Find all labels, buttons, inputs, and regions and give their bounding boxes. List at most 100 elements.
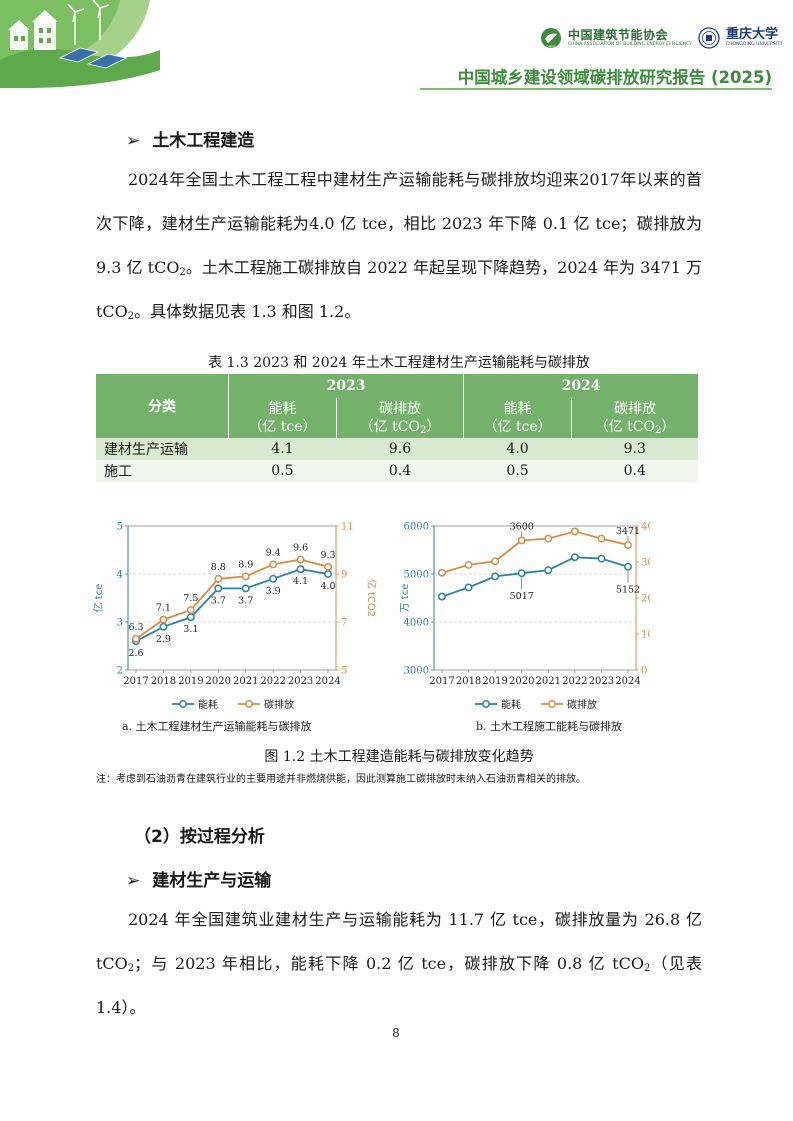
cabee-logo: CABEE bbox=[541, 28, 561, 49]
data-point-carbon bbox=[624, 541, 632, 549]
table-cell: 0.5 bbox=[463, 460, 572, 482]
table-cell-label: 施工 bbox=[96, 460, 229, 482]
tick-label-x: 2022 bbox=[562, 676, 587, 687]
data-label: 3.1 bbox=[183, 624, 198, 635]
data-point-carbon bbox=[296, 555, 305, 564]
tick-label-right: 3000 bbox=[641, 558, 650, 569]
section-heading-text: 建材生产与运输 bbox=[152, 871, 272, 891]
legend-marker bbox=[548, 700, 556, 708]
data-point-energy bbox=[517, 569, 526, 578]
tick-label-x: 2023 bbox=[589, 676, 614, 687]
header-rule bbox=[420, 88, 772, 90]
table-header-category: 分类 bbox=[96, 374, 229, 438]
data-point-energy bbox=[597, 554, 606, 563]
data-label: 2.9 bbox=[156, 634, 171, 645]
data-label: 4.0 bbox=[320, 581, 335, 592]
cqu-name: 重庆大学 CHONGQING UNIVERSITY bbox=[726, 28, 783, 48]
data-label: 9.6 bbox=[293, 543, 308, 554]
axis-label-left: 亿 tce bbox=[92, 584, 105, 613]
data-point-carbon bbox=[186, 606, 195, 614]
tick-label-x: 2017 bbox=[123, 676, 148, 687]
cabee-name-en: CHINA ASSOCIATION OF BUILDING ENERGY EFF… bbox=[568, 41, 692, 47]
table-cell: 0.4 bbox=[336, 460, 464, 482]
table-row: 施工 0.5 0.4 0.5 0.4 bbox=[96, 460, 698, 482]
data-point-energy bbox=[214, 584, 223, 593]
tick-label-left: 4 bbox=[117, 570, 123, 581]
cabee-name-cn: 中国建筑节能协会 bbox=[568, 27, 669, 42]
table-cell: 9.6 bbox=[336, 438, 464, 460]
data-label: 7.5 bbox=[183, 593, 198, 604]
series-line-energy bbox=[441, 556, 629, 598]
tick-label-right: 9 bbox=[341, 570, 347, 581]
tick-label-left: 4000 bbox=[404, 618, 429, 629]
tick-label-x: 2018 bbox=[456, 676, 481, 687]
bullet-arrow-icon: ➢ bbox=[126, 871, 141, 891]
section-heading-process-analysis: （2）按过程分析 bbox=[134, 827, 265, 847]
tick-label-x: 2021 bbox=[536, 676, 561, 687]
data-label: 5017 bbox=[510, 591, 534, 602]
data-point-energy bbox=[624, 562, 632, 571]
axis-label-right: 亿 tCO2 bbox=[365, 579, 378, 617]
data-label: 7.1 bbox=[156, 603, 171, 614]
tick-label-x: 2022 bbox=[260, 676, 285, 687]
legend-label: 碳排放 bbox=[567, 698, 597, 711]
data-label: 4.1 bbox=[293, 576, 308, 587]
legend-label: 能耗 bbox=[198, 698, 218, 711]
tick-label-right: 4000 bbox=[641, 522, 650, 533]
tick-label-x: 2023 bbox=[288, 676, 313, 687]
table-header-year-2023: 2023 bbox=[227, 374, 464, 398]
data-point-energy bbox=[570, 553, 579, 562]
table-header-carbon-2023: 碳排放 （亿 tCO2） bbox=[335, 398, 464, 438]
series-line-energy bbox=[135, 568, 329, 642]
legend-marker bbox=[482, 700, 490, 708]
data-point-carbon bbox=[597, 534, 606, 543]
svg-text:CABEE: CABEE bbox=[546, 45, 556, 49]
table-header-year-2024: 2024 bbox=[463, 374, 698, 398]
data-point-energy bbox=[544, 566, 553, 575]
tick-label-x: 2019 bbox=[482, 676, 507, 687]
tick-label-left: 6000 bbox=[404, 522, 429, 533]
tick-label-right: 7 bbox=[341, 618, 347, 629]
table-header-carbon-2024: 碳排放 （亿 tCO2） bbox=[571, 398, 698, 438]
table-cell-label: 建材生产运输 bbox=[96, 438, 229, 460]
figure-caption: 图 1.2 土木工程建造能耗与碳排放变化趋势 bbox=[264, 749, 534, 765]
data-point-carbon bbox=[544, 534, 553, 543]
data-point-energy bbox=[324, 570, 332, 578]
data-label: 3.7 bbox=[211, 595, 226, 606]
tick-label-right: 1000 bbox=[641, 630, 650, 641]
bullet-arrow-icon: ➢ bbox=[126, 131, 141, 151]
figure-note: 注：考虑到石油沥青在建筑行业的主要用途并非燃烧供能，因此测算施工碳排放时未纳入石… bbox=[96, 774, 586, 785]
data-point-carbon bbox=[159, 615, 168, 624]
data-point-carbon bbox=[570, 527, 579, 536]
tick-label-right: 0 bbox=[641, 666, 647, 677]
cqu-name-cn: 重庆大学 bbox=[726, 27, 779, 43]
legend-marker bbox=[245, 700, 253, 708]
tick-label-x: 2020 bbox=[206, 676, 231, 687]
data-point-energy bbox=[269, 574, 278, 583]
table-cell: 0.4 bbox=[571, 460, 698, 482]
data-label: 5152 bbox=[616, 585, 640, 596]
data-label: 3600 bbox=[510, 521, 534, 532]
data-point-carbon bbox=[241, 572, 250, 581]
tick-label-x: 2021 bbox=[233, 676, 258, 687]
tick-label-x: 2017 bbox=[429, 676, 454, 687]
tick-label-left: 5 bbox=[117, 522, 123, 533]
tick-label-right: 11 bbox=[341, 522, 354, 533]
plot-frame bbox=[433, 525, 637, 671]
tick-label-left: 2 bbox=[117, 666, 123, 677]
tick-label-right: 2000 bbox=[641, 594, 650, 605]
tick-label-left: 3 bbox=[117, 618, 123, 629]
axis-label-left: 万 tce bbox=[400, 584, 411, 613]
data-label: 8.9 bbox=[238, 559, 253, 570]
data-point-energy bbox=[491, 572, 500, 581]
data-point-energy bbox=[438, 592, 446, 601]
data-point-energy bbox=[159, 622, 168, 631]
data-point-carbon bbox=[132, 634, 140, 643]
table-header-energy-2023: 能耗 （亿 tce） bbox=[228, 398, 337, 438]
header-logos: CABEE 中国建筑节能协会 CHINA ASSOCIATION OF BUIL… bbox=[540, 22, 783, 54]
data-label: 3471 bbox=[616, 526, 640, 537]
tick-label-left: 5000 bbox=[404, 570, 429, 581]
data-label: 9.4 bbox=[266, 547, 281, 558]
tick-label-left: 3000 bbox=[404, 666, 429, 677]
